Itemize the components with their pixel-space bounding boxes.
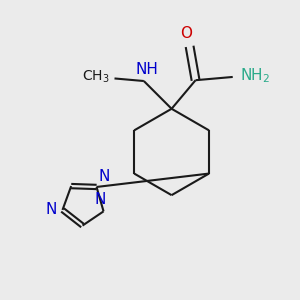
Text: O: O [180, 26, 192, 41]
Text: N: N [95, 192, 106, 207]
Text: CH$_3$: CH$_3$ [82, 68, 110, 85]
Text: N: N [45, 202, 57, 217]
Text: N: N [98, 169, 110, 184]
Text: NH: NH [135, 62, 158, 77]
Text: NH$_2$: NH$_2$ [240, 67, 270, 85]
